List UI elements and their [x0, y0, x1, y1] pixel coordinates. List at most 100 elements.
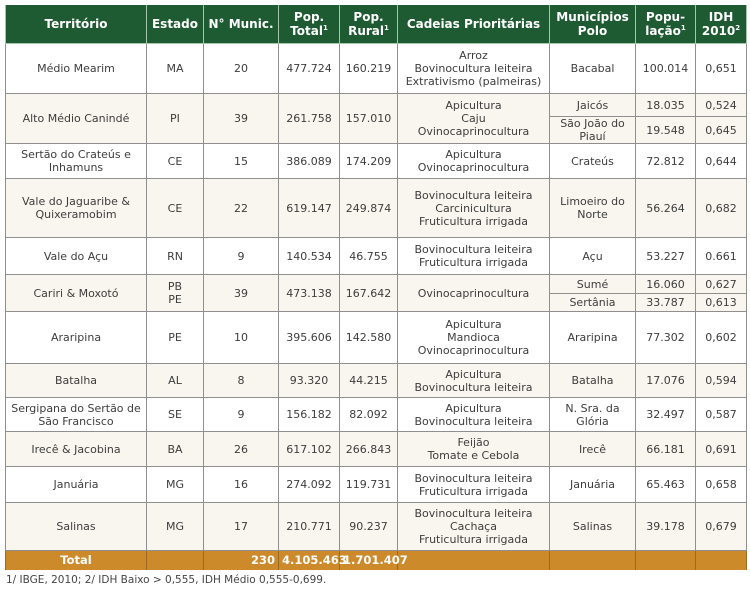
cell-estado: CE	[146, 178, 204, 238]
cell-cadeias: Ovinocaprinocultura	[397, 274, 550, 312]
cell-polo: Açu	[549, 237, 636, 275]
total-pop-rural: 1.701.407	[339, 550, 408, 570]
cell-cadeias: Apicultura Caju Ovinocaprinocultura	[397, 93, 550, 144]
cell-territorio: Irecê & Jacobina	[5, 431, 147, 467]
cell-idh: 0,679	[695, 502, 747, 551]
cell-cadeias: Bovinocultura leiteira Fruticultura irri…	[397, 237, 550, 275]
header-n-munic: N° Munic.	[203, 5, 279, 44]
cell-idh: 0,587	[695, 397, 747, 432]
cell-territorio: Médio Mearim	[5, 43, 147, 94]
table-row: Irecê & Jacobina BA 26 617.102 266.843 F…	[5, 431, 747, 467]
cell-n-munic: 22	[203, 178, 279, 238]
table-row: Médio Mearim MA 20 477.724 160.219 Arroz…	[5, 43, 747, 94]
header-territorio: Território	[5, 5, 147, 44]
cell-idh: 0,658	[695, 466, 747, 503]
cell-polo: Januária	[549, 466, 636, 503]
cell-pop-rural: 249.874	[339, 178, 398, 238]
cell-cadeias: Bovinocultura leiteira Fruticultura irri…	[397, 466, 550, 503]
territories-table: Território Estado N° Munic. Pop. Total1 …	[5, 5, 747, 570]
cell-pop-total: 261.758	[278, 93, 340, 144]
cell-estado: MG	[146, 466, 204, 503]
cell-idh: 0,594	[695, 363, 747, 398]
table-row: Vale do Jaguaribe & Quixeramobim CE 22 6…	[5, 178, 747, 238]
table-row: São João do Piauí 19.548 0,645	[6, 116, 747, 144]
table-row: Sertânia 33.787 0,613	[6, 293, 747, 312]
cell-idh: 0.661	[695, 237, 747, 275]
cell-cadeias: Feijão Tomate e Cebola	[397, 431, 550, 467]
header-row: Território Estado N° Munic. Pop. Total1 …	[5, 5, 747, 44]
cell-cadeias: Apicultura Ovinocaprinocultura	[397, 143, 550, 179]
total-populacao-empty	[635, 550, 696, 570]
cell-territorio: Januária	[5, 466, 147, 503]
total-n-munic: 230	[203, 550, 279, 570]
cell-idh: 0,524	[695, 93, 747, 117]
cell-estado: SE	[146, 397, 204, 432]
cell-pop-total: 617.102	[278, 431, 340, 467]
cell-idh: 0,682	[695, 178, 747, 238]
cell-territorio: Vale do Açu	[5, 237, 147, 275]
cell-n-munic: 20	[203, 43, 279, 94]
header-pop-rural: Pop. Rural1	[339, 5, 398, 44]
cell-idh: 0,644	[695, 143, 747, 179]
cell-cadeias: Apicultura Bovinocultura leiteira	[397, 397, 550, 432]
cell-populacao: 16.060	[635, 274, 696, 294]
total-idh-empty	[695, 550, 747, 570]
cell-idh: 0,691	[695, 431, 747, 467]
table-row: Sertão do Crateús e Inhamuns CE 15 386.0…	[5, 143, 747, 179]
cell-populacao: 39.178	[635, 502, 696, 551]
cell-pop-rural: 157.010	[339, 93, 398, 144]
cell-pop-rural: 119.731	[339, 466, 398, 503]
cell-n-munic: 39	[203, 93, 279, 144]
total-polo-empty	[549, 550, 636, 570]
table-row: Alto Médio Canindé PI 39 261.758 157.010…	[5, 93, 747, 144]
cell-populacao: 56.264	[635, 178, 696, 238]
cell-cadeias: Apicultura Mandioca Ovinocaprinocultura	[397, 311, 550, 364]
cell-n-munic: 10	[203, 311, 279, 364]
cell-estado: CE	[146, 143, 204, 179]
cell-populacao: 72.812	[635, 143, 696, 179]
cell-populacao: 65.463	[635, 466, 696, 503]
cell-estado: PE	[146, 311, 204, 364]
table-row: Batalha AL 8 93.320 44.215 Apicultura Bo…	[5, 363, 747, 398]
cell-estado: AL	[146, 363, 204, 398]
cell-populacao: 19.548	[635, 116, 696, 144]
cell-estado: RN	[146, 237, 204, 275]
cell-polo: Irecê	[549, 431, 636, 467]
cell-polo: Araripina	[549, 311, 636, 364]
cell-pop-total: 274.092	[278, 466, 340, 503]
cell-n-munic: 9	[203, 237, 279, 275]
cell-territorio: Araripina	[5, 311, 147, 364]
cell-idh: 0,602	[695, 311, 747, 364]
cell-estado: PI	[146, 93, 204, 144]
header-populacao: Popu- lação1	[635, 5, 696, 44]
cell-territorio: Sertão do Crateús e Inhamuns	[5, 143, 147, 179]
cell-populacao: 32.497	[635, 397, 696, 432]
cell-polo: Limoeiro do Norte	[549, 178, 636, 238]
table-row: Salinas MG 17 210.771 90.237 Bovinocultu…	[5, 502, 747, 551]
cell-pop-total: 140.534	[278, 237, 340, 275]
cell-n-munic: 15	[203, 143, 279, 179]
cell-n-munic: 8	[203, 363, 279, 398]
header-pop-total: Pop. Total1	[278, 5, 340, 44]
cell-cadeias: Bovinocultura leiteira Cachaça Fruticult…	[397, 502, 550, 551]
cell-pop-rural: 44.215	[339, 363, 398, 398]
cell-pop-total: 156.182	[278, 397, 340, 432]
cell-pop-total: 477.724	[278, 43, 340, 94]
cell-pop-rural: 90.237	[339, 502, 398, 551]
cell-populacao: 33.787	[635, 293, 696, 312]
cell-populacao: 18.035	[635, 93, 696, 117]
cell-territorio: Alto Médio Canindé	[5, 93, 147, 144]
table-row: Sergipana do Sertão de São Francisco SE …	[5, 397, 747, 432]
cell-pop-total: 93.320	[278, 363, 340, 398]
cell-idh: 0,645	[695, 116, 747, 144]
cell-populacao: 100.014	[635, 43, 696, 94]
cell-polo: N. Sra. da Glória	[549, 397, 636, 432]
cell-populacao: 53.227	[635, 237, 696, 275]
cell-n-munic: 26	[203, 431, 279, 467]
cell-polo: Sertânia	[549, 293, 636, 312]
table-row: Januária MG 16 274.092 119.731 Bovinocul…	[5, 466, 747, 503]
cell-n-munic: 16	[203, 466, 279, 503]
cell-territorio: Batalha	[5, 363, 147, 398]
header-estado: Estado	[146, 5, 204, 44]
cell-cadeias: Arroz Bovinocultura leiteira Extrativism…	[397, 43, 550, 94]
